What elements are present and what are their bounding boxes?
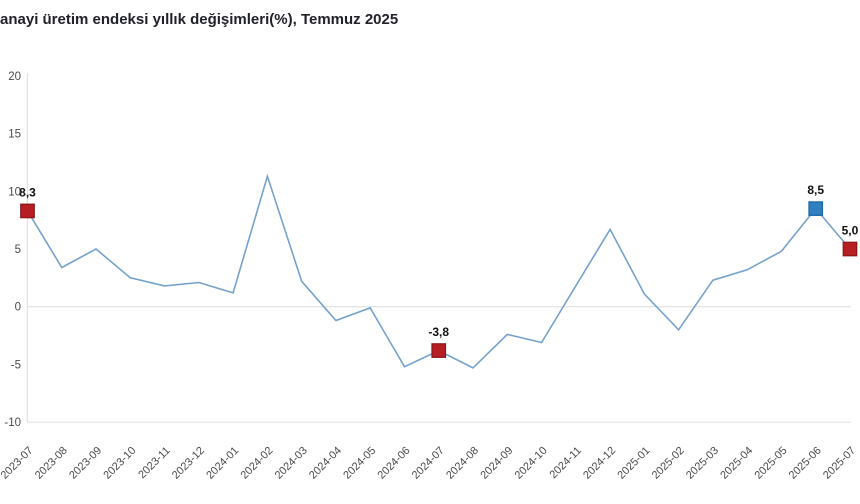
x-tick-label: 2024-11 [547, 445, 583, 481]
x-tick-label: 2025-04 [718, 445, 755, 482]
x-tick-label: 2025-02 [650, 445, 687, 482]
x-tick-label: 2025-03 [684, 445, 721, 482]
x-tick-label: 2024-05 [341, 445, 378, 482]
x-tick-label: 2025-07 [821, 445, 858, 482]
y-tick-label: -10 [4, 417, 21, 429]
data-point-marker-2024-07 [431, 343, 447, 358]
series-line [26, 173, 851, 369]
x-tick-label: 2023-08 [33, 445, 70, 482]
x-tick-label: 2024-10 [513, 445, 550, 482]
x-tick-label: 2023-09 [67, 445, 104, 482]
data-point-label-2025-06: 8,5 [807, 183, 824, 197]
x-tick-label: 2024-01 [204, 445, 241, 482]
x-tick-label: 2024-04 [307, 445, 344, 482]
x-tick-label: 2023-07 [0, 445, 36, 482]
x-tick-label: 2023-11 [136, 445, 172, 481]
y-tick-label: 10 [8, 186, 21, 198]
data-point-label-2025-07: 5,0 [842, 224, 859, 238]
x-tick-label: 2023-12 [170, 445, 207, 482]
data-point-marker-2025-07 [842, 241, 858, 257]
data-point-marker-2025-06 [808, 201, 824, 216]
x-tick-label: 2024-08 [444, 445, 481, 482]
y-tick-label: 5 [15, 244, 21, 256]
x-tick-label: 2025-05 [753, 445, 790, 482]
data-point-label-2024-07: -3,8 [428, 325, 449, 339]
x-tick-label: 2024-06 [376, 445, 413, 482]
x-tick-label: 2023-10 [101, 445, 138, 482]
x-tick-label: 2024-03 [273, 445, 310, 482]
y-tick-label: 15 [8, 129, 21, 141]
chart-title: anayi üretim endeksi yıllık değişimleri(… [0, 11, 399, 28]
x-tick-label: 2024-09 [478, 445, 515, 482]
x-tick-label: 2025-01 [615, 445, 652, 482]
x-tick-label: 2024-12 [581, 445, 618, 482]
data-point-marker-2023-07 [20, 203, 35, 219]
x-tick-label: 2024-02 [238, 445, 275, 482]
y-tick-label: 20 [8, 71, 21, 83]
data-point-label-2023-07: 8,3 [19, 185, 36, 199]
y-tick-label: -5 [11, 359, 21, 371]
x-tick-label: 2025-06 [787, 445, 824, 482]
x-tick-label: 2024-07 [410, 445, 447, 482]
y-tick-label: 0 [15, 302, 21, 314]
